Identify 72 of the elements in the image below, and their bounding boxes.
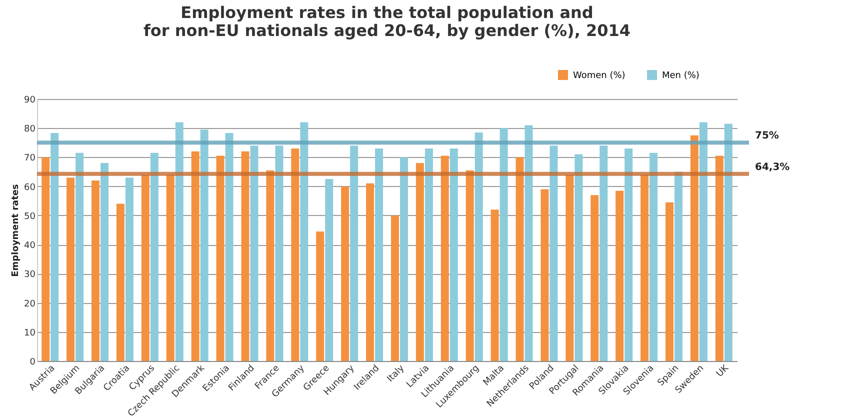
bar xyxy=(341,186,350,361)
bar xyxy=(466,170,474,361)
bar xyxy=(550,146,558,361)
bar xyxy=(100,163,109,361)
y-tick-label: 10 xyxy=(24,328,36,338)
bar xyxy=(416,163,424,361)
bar xyxy=(42,157,50,361)
bar xyxy=(566,174,574,361)
bar xyxy=(250,146,258,361)
bar xyxy=(216,156,224,361)
bar xyxy=(166,174,174,361)
y-tick-label: 30 xyxy=(24,270,36,280)
bar xyxy=(191,151,200,361)
bar xyxy=(150,152,158,361)
x-tick-label: UK xyxy=(715,362,732,380)
ref-line-label: 64,3% xyxy=(755,162,790,173)
y-tick-label: 70 xyxy=(24,154,36,164)
bar xyxy=(640,174,649,361)
bar xyxy=(690,135,698,361)
bar xyxy=(665,202,674,361)
y-tick-label: 80 xyxy=(24,124,36,135)
bar xyxy=(350,146,358,361)
bar xyxy=(424,148,433,361)
bar xyxy=(624,148,633,361)
bar xyxy=(450,148,458,361)
bar xyxy=(500,128,508,361)
bar xyxy=(366,183,374,361)
bar xyxy=(291,148,300,361)
bar xyxy=(325,179,334,361)
bar xyxy=(574,154,583,361)
bar xyxy=(490,210,499,361)
bar xyxy=(474,132,483,361)
bar xyxy=(116,204,124,361)
bar xyxy=(524,125,533,361)
y-tick-label: 0 xyxy=(30,358,36,368)
y-tick-label: 20 xyxy=(24,299,36,310)
bar xyxy=(125,178,134,361)
bar xyxy=(590,195,599,361)
bar xyxy=(650,152,658,361)
legend-label: Men (%) xyxy=(662,71,700,81)
bar xyxy=(616,190,624,361)
bar xyxy=(390,215,399,361)
bar xyxy=(66,178,75,361)
bar xyxy=(300,122,308,361)
y-tick-label: 50 xyxy=(24,212,36,222)
ref-line-label: 75% xyxy=(755,130,779,142)
bar xyxy=(316,231,324,361)
y-tick-label: 90 xyxy=(24,96,36,106)
bar xyxy=(400,157,408,361)
bar xyxy=(141,174,150,361)
bar xyxy=(225,133,234,361)
legend-label: Women (%) xyxy=(573,71,626,81)
chart-title: Employment rates in the total population and for non-EU nationals aged 20-64, by gender (%), 2014 xyxy=(143,3,631,40)
bar xyxy=(724,124,732,361)
bar xyxy=(375,148,384,361)
bar xyxy=(266,170,274,361)
bar xyxy=(600,146,608,361)
bar xyxy=(241,151,250,361)
bar xyxy=(699,122,708,361)
y-tick-label: 40 xyxy=(24,241,36,252)
bar xyxy=(440,156,449,361)
y-axis-title: Employment rates xyxy=(11,184,22,277)
bar xyxy=(200,130,208,361)
bar xyxy=(50,133,59,361)
bar xyxy=(715,156,724,361)
bar xyxy=(175,122,184,361)
bar xyxy=(92,180,100,361)
bar xyxy=(516,157,524,361)
bar xyxy=(540,189,549,361)
bar xyxy=(76,152,84,361)
y-tick-label: 60 xyxy=(24,182,36,193)
bar xyxy=(275,146,284,361)
